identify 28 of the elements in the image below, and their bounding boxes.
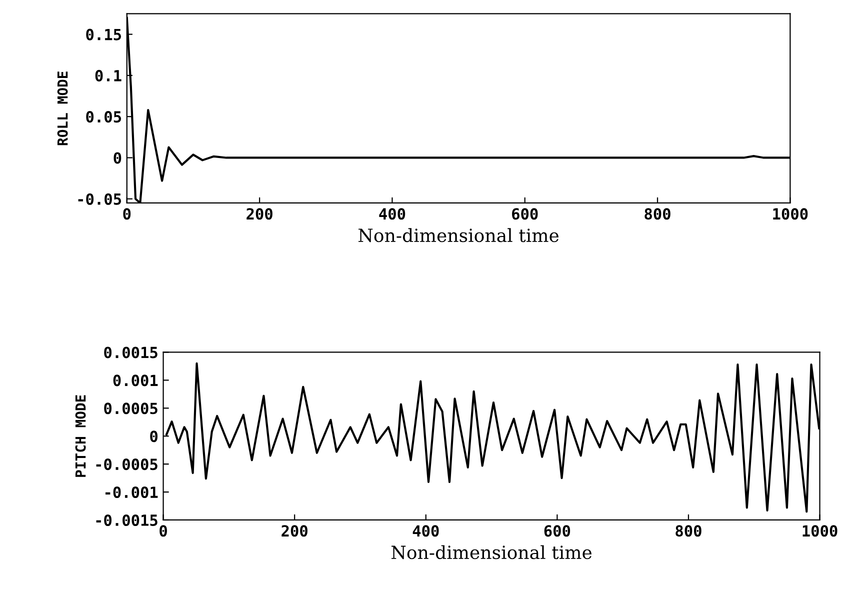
x-axis-title: Non-dimensional time	[391, 545, 592, 560]
x-tick-label: 600	[512, 208, 538, 220]
y-tick-label: 0	[114, 152, 122, 164]
y-tick-label: 0.15	[86, 28, 122, 40]
y-tick-label: -0.05	[78, 193, 122, 205]
x-tick-label: 1000	[773, 208, 808, 220]
y-tick-label: 0.05	[86, 111, 122, 123]
x-axis-title: Non-dimensional time	[358, 228, 559, 242]
x-tick-label: 1000	[802, 525, 838, 537]
y-tick-label: 0	[150, 430, 158, 442]
x-tick-label: 0	[160, 525, 167, 537]
y-tick-label: -0.001	[105, 486, 158, 498]
y-tick-label: -0.0015	[96, 514, 158, 526]
x-tick-label: 800	[676, 525, 702, 537]
x-tick-label: 400	[412, 525, 439, 537]
x-tick-label: 600	[544, 525, 570, 537]
x-tick-label: 800	[644, 208, 670, 220]
x-tick-label: 200	[246, 208, 272, 220]
y-tick-label: 0.0005	[104, 402, 158, 414]
x-tick-label: 400	[379, 208, 406, 220]
y-axis-title: ROLL MODE	[57, 72, 68, 146]
line-series	[126, 16, 790, 203]
y-tick-label: -0.0005	[96, 458, 158, 470]
y-tick-label: 0.001	[113, 374, 158, 386]
y-tick-label: 0.0015	[104, 346, 158, 358]
y-tick-label: 0.1	[95, 70, 122, 82]
y-axis-title: PITCH MODE	[75, 395, 86, 477]
x-tick-label: 200	[282, 525, 308, 537]
